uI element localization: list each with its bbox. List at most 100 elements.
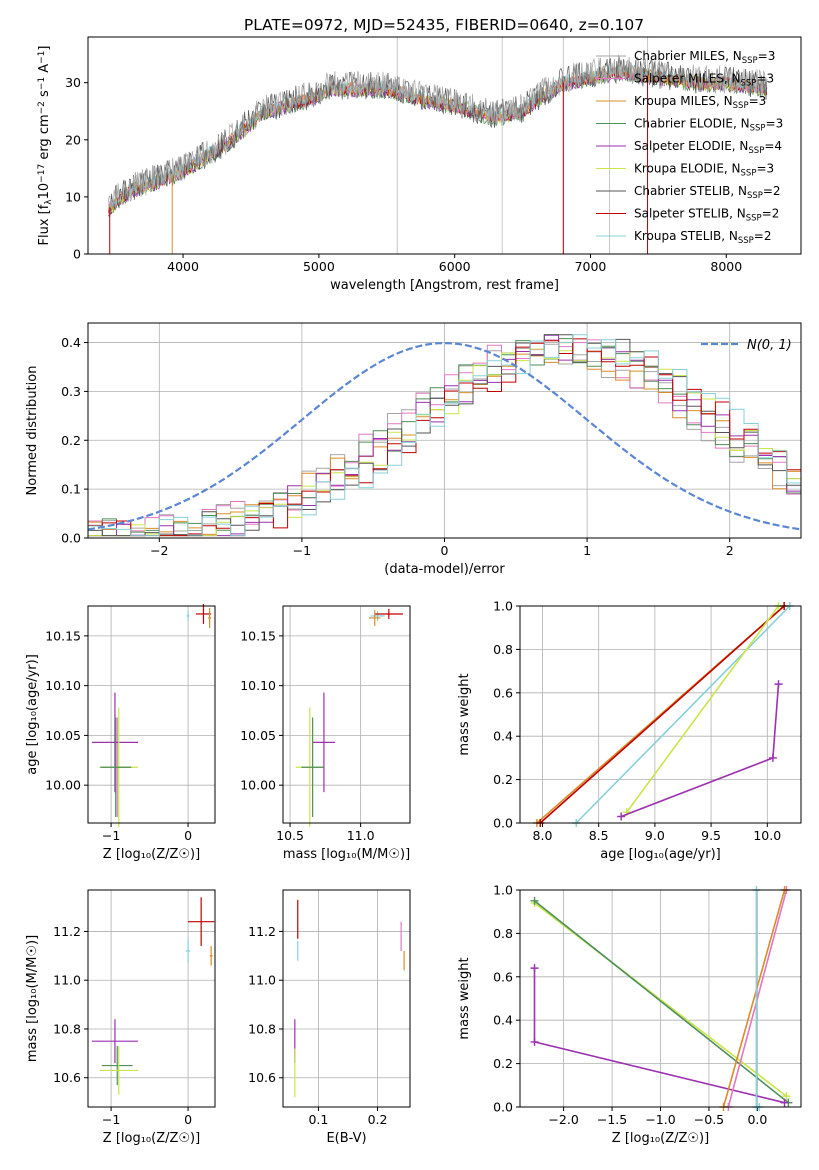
y-tick-label: 10.8 bbox=[248, 1021, 276, 1036]
y-tick-label: 1.0 bbox=[493, 599, 513, 614]
y-axis-label: mass weight bbox=[457, 673, 472, 755]
axes-frame bbox=[519, 889, 802, 1108]
weight-marker bbox=[530, 896, 539, 905]
axes-frame bbox=[519, 605, 802, 824]
legend-count: =3 bbox=[756, 72, 774, 86]
panel-age-Z: −1 0 10.00 10.05 10.10 10.15 Z [log₁₀(Z/Z☉)] ag… bbox=[25, 604, 216, 862]
y-axis-label: mass [log₁₀(M/M☉)] bbox=[25, 935, 40, 1062]
legend-count: =3 bbox=[749, 94, 767, 108]
y-tick-label: 11.0 bbox=[53, 973, 81, 988]
legend-label: Chabrier MILES, NSSP=3 bbox=[634, 49, 775, 66]
y-tick-label: 10.10 bbox=[240, 678, 276, 693]
axes-frame bbox=[87, 889, 216, 1108]
panel-weight-Z: −2.0 −1.5 −1.0 −0.5 0.0 0.0 0.2 0.4 0.6 0.8 1.0 Z [… bbox=[457, 883, 802, 1146]
x-tick-label: 10.5 bbox=[276, 828, 304, 843]
weight-marker bbox=[782, 1092, 791, 1101]
x-tick-label: 10.0 bbox=[753, 828, 781, 843]
weight-line bbox=[722, 889, 786, 1108]
x-tick-label: 9.5 bbox=[701, 828, 721, 843]
x-tick-label: −2 bbox=[150, 543, 168, 558]
y-tick-label: 0.2 bbox=[61, 433, 81, 448]
y-tick-label: 0.4 bbox=[493, 729, 513, 744]
legend-subscript: SSP bbox=[747, 191, 763, 201]
axes-frame bbox=[282, 605, 411, 824]
x-tick-label: 0 bbox=[184, 828, 192, 843]
x-tick-label: 0.1 bbox=[308, 1112, 328, 1127]
y-tick-label: 0.8 bbox=[493, 642, 513, 657]
x-axis-label: Z [log₁₀(Z/Z☉)] bbox=[103, 847, 200, 862]
axes-frame bbox=[87, 605, 216, 824]
legend: Chabrier MILES, NSSP=3 Salpeter MILES, NS… bbox=[596, 49, 783, 246]
y-tick-label: 0 bbox=[73, 247, 81, 262]
y-tick-label: 10.6 bbox=[53, 1070, 81, 1085]
y-tick-label: 0.6 bbox=[493, 969, 513, 984]
y-tick-label: 0.3 bbox=[61, 384, 81, 399]
weight-line bbox=[626, 605, 780, 813]
y-axis-label: mass weight bbox=[457, 957, 472, 1039]
y-tick-label: 10.00 bbox=[240, 778, 276, 793]
ylabel-part: Flux [f bbox=[37, 204, 52, 245]
weight-marker bbox=[530, 1037, 539, 1046]
panel-weight-age: 8.0 8.5 9.0 9.5 10.0 0.0 0.2 0.4 0.6 0.8 1.0 age [l… bbox=[457, 599, 802, 862]
legend-count: =4 bbox=[764, 139, 782, 153]
panel-residuals: −2 −1 0 1 2 0.0 0.1 0.2 0.3 0.4 (data-model)/error… bbox=[25, 322, 802, 577]
ylabel-part: −1 bbox=[37, 51, 47, 64]
x-axis-label: Z [log₁₀(Z/Z☉)] bbox=[612, 1131, 709, 1146]
x-tick-label: 2 bbox=[726, 543, 734, 558]
y-tick-label: 10.05 bbox=[240, 728, 276, 743]
y-tick-label: 0.0 bbox=[493, 1100, 513, 1115]
x-tick-label: 9.0 bbox=[645, 828, 665, 843]
y-axis-label: age [log₁₀(age/yr)] bbox=[25, 654, 40, 775]
legend-subscript: SSP bbox=[738, 236, 754, 246]
legend-subscript: SSP bbox=[742, 56, 758, 66]
weight-line bbox=[575, 605, 791, 824]
y-tick-label: 10.15 bbox=[240, 628, 276, 643]
y-axis-label: Normed distribution bbox=[25, 366, 40, 496]
ylabel-part: −2 bbox=[37, 101, 47, 114]
weight-marker bbox=[768, 753, 777, 762]
legend-subscript: SSP bbox=[750, 124, 766, 134]
spectrum-line bbox=[108, 54, 768, 211]
weight-marker bbox=[530, 964, 539, 973]
legend-label: Chabrier STELIB, NSSP=2 bbox=[634, 184, 781, 201]
x-tick-label: 11.0 bbox=[347, 828, 375, 843]
x-axis-label: E(B-V) bbox=[326, 1131, 366, 1146]
panel-age-mass: 10.5 11.0 10.00 10.05 10.10 10.15 mass [log₁₀(… bbox=[240, 605, 411, 862]
x-tick-label: 1 bbox=[583, 543, 591, 558]
y-tick-label: 0.4 bbox=[61, 335, 81, 350]
panel-spectrum: 4000 5000 6000 7000 8000 0 10 20 30 wavelength [A… bbox=[37, 36, 802, 293]
y-tick-label: 10.00 bbox=[45, 778, 81, 793]
y-tick-label: 0.2 bbox=[493, 1056, 513, 1071]
legend-count: =3 bbox=[756, 162, 774, 176]
x-tick-label: 8.0 bbox=[533, 828, 553, 843]
x-tick-label: 0 bbox=[441, 543, 449, 558]
legend-count: =3 bbox=[766, 117, 784, 131]
legend-label: Chabrier ELODIE, NSSP=3 bbox=[634, 117, 783, 134]
histogram-line bbox=[88, 334, 801, 537]
ylabel-part: A bbox=[37, 64, 52, 77]
legend-subscript: SSP bbox=[746, 214, 762, 224]
normal-curve bbox=[87, 341, 802, 531]
ylabel-part: λ bbox=[44, 199, 54, 205]
x-axis-label: wavelength [Angstrom, rest frame] bbox=[330, 278, 559, 293]
ylabel-part: 10 bbox=[37, 183, 52, 200]
x-tick-label: 5000 bbox=[303, 259, 335, 274]
ylabel-part: erg cm bbox=[37, 114, 52, 163]
legend-label: Kroupa MILES, NSSP=3 bbox=[634, 94, 766, 111]
weight-marker bbox=[617, 812, 626, 821]
y-tick-label: 0.8 bbox=[493, 926, 513, 941]
legend-subscript: SSP bbox=[741, 79, 757, 89]
y-tick-label: 10.10 bbox=[45, 678, 81, 693]
y-tick-label: 10.8 bbox=[53, 1021, 81, 1036]
legend-subscript: SSP bbox=[748, 146, 764, 156]
legend-label: Kroupa ELODIE, NSSP=3 bbox=[634, 162, 774, 179]
histogram-line bbox=[88, 334, 801, 537]
legend-subscript: SSP bbox=[741, 169, 757, 179]
weight-marker bbox=[780, 1098, 789, 1107]
x-tick-label: −0.5 bbox=[694, 1112, 724, 1127]
x-axis-label: mass [log₁₀(M/M☉)] bbox=[283, 847, 410, 862]
weight-marker bbox=[774, 680, 783, 689]
y-tick-label: 0.0 bbox=[493, 816, 513, 831]
ylabel-part: −17 bbox=[37, 164, 47, 183]
